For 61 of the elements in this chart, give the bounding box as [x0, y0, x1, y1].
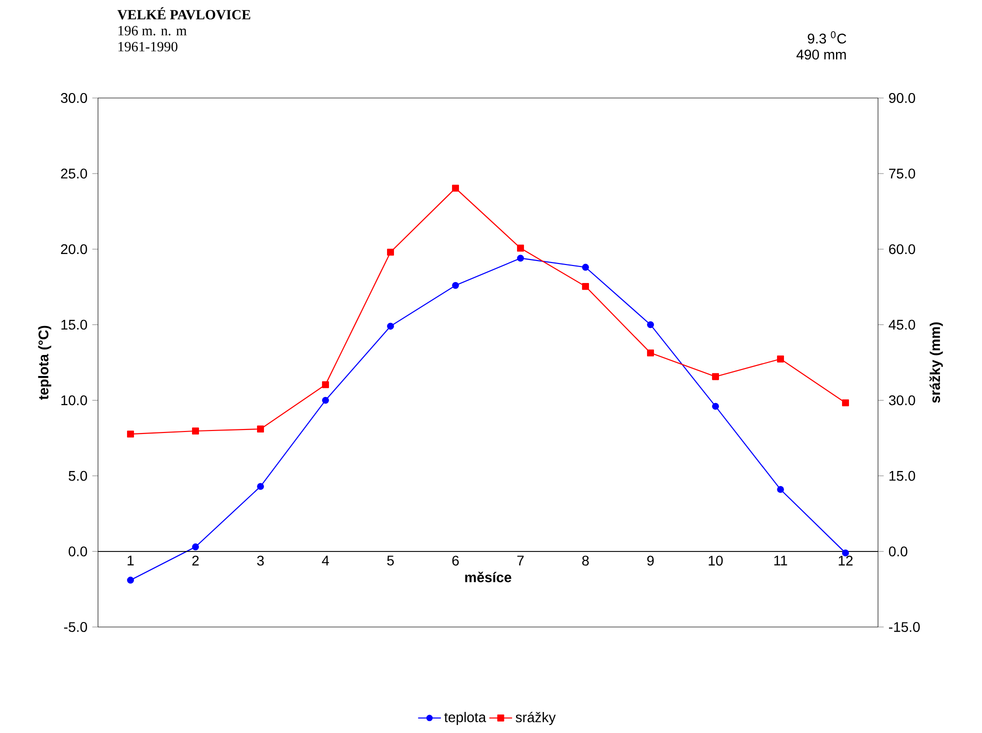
legend-label: teplota	[444, 712, 486, 725]
y2-tick-label: 0.0	[888, 546, 908, 556]
point	[712, 373, 719, 380]
x-tick-label: 10	[708, 556, 723, 566]
y-tick-label: 30.0	[60, 93, 88, 103]
x-tick-label: 12	[838, 556, 853, 566]
point	[842, 399, 849, 406]
y-tick-label: 0.0	[68, 546, 88, 556]
y2-tick-label: -15.0	[889, 622, 920, 632]
x-tick-label: 3	[257, 556, 264, 566]
y2-tick-label: 75.0	[889, 168, 916, 179]
text: 9.3 $^{0}$C	[808, 31, 846, 44]
x-tick-label: 9	[647, 556, 654, 566]
chart-title: VELKÉ PAVLOVICE	[117, 7, 250, 20]
point	[387, 322, 394, 330]
x-tick-label: 7	[517, 556, 524, 566]
y-tick-label: 20.0	[61, 244, 88, 254]
point	[517, 254, 524, 262]
y-tick-label: 10.0	[61, 395, 88, 406]
x-tick-label: 2	[192, 556, 199, 566]
y-axis-title: teplota (°C)	[38, 326, 52, 400]
point	[322, 396, 329, 404]
point	[322, 381, 329, 388]
point	[387, 248, 394, 256]
y-tick-label: -5.0	[64, 622, 88, 632]
y2-tick-label: 30.0	[888, 395, 916, 406]
point	[777, 486, 784, 493]
point	[192, 543, 199, 550]
x-axis-title: měsíce	[465, 572, 512, 582]
text: 490 mm	[796, 50, 846, 60]
point	[777, 356, 784, 362]
y-tick-label: 15.0	[61, 320, 88, 330]
y-tick-label: 25.0	[61, 168, 88, 179]
point	[647, 349, 654, 356]
x-tick-label: 5	[387, 556, 394, 566]
point	[712, 402, 719, 410]
text: 1961-1990	[118, 42, 178, 52]
chart-subtitle: 196 m. n. m	[118, 26, 187, 36]
point	[647, 321, 654, 328]
x-tick-label: 6	[452, 556, 459, 566]
point	[257, 426, 264, 432]
y2-tick-label: 90.0	[889, 93, 916, 103]
point	[192, 428, 199, 434]
y2-tick-label: 45.0	[888, 320, 916, 330]
point	[452, 282, 459, 289]
x-tick-label: 4	[322, 556, 329, 566]
x-tick-label: 1	[128, 556, 134, 566]
point	[127, 430, 134, 438]
y2-axis-title: srážky (mm)	[929, 322, 943, 403]
point	[582, 264, 589, 271]
point	[127, 576, 134, 584]
x-tick-label: 8	[582, 556, 589, 566]
point	[517, 244, 524, 252]
y2-tick-label: 15.0	[889, 470, 916, 481]
point	[582, 282, 589, 290]
point	[257, 482, 264, 490]
point	[452, 184, 459, 192]
y-tick-label: 5.0	[68, 470, 88, 481]
x-tick-label: 11	[774, 556, 788, 566]
y2-tick-label: 60.0	[889, 244, 916, 254]
legend-label: srážky	[516, 712, 556, 726]
